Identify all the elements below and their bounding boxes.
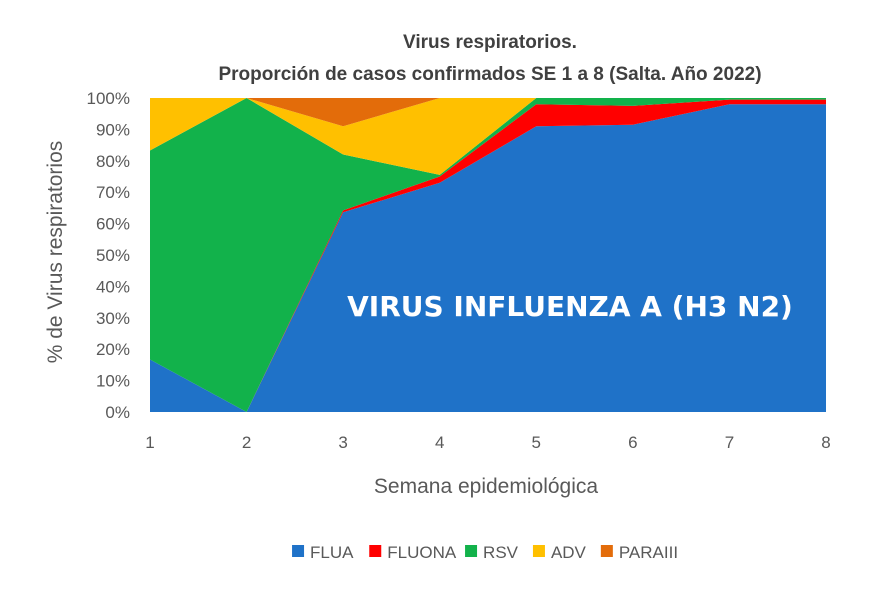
x-tick-label: 7	[725, 433, 734, 452]
plot-areas	[150, 98, 826, 412]
x-tick-label: 5	[532, 433, 541, 452]
x-tick-label: 4	[435, 433, 444, 452]
y-tick-label: 30%	[96, 309, 130, 328]
x-axis-title: Semana epidemiológica	[374, 475, 598, 498]
y-tick-label: 60%	[96, 215, 130, 234]
y-axis-title: % de Virus respiratorios	[44, 141, 67, 364]
area-rsv	[150, 98, 826, 412]
y-tick-label: 70%	[96, 183, 130, 202]
y-tick-label: 100%	[87, 89, 130, 108]
y-tick-label: 90%	[96, 120, 130, 139]
legend-swatch-fluona	[369, 545, 382, 557]
y-tick-label: 20%	[96, 340, 130, 359]
legend-label-rsv: RSV	[483, 543, 519, 562]
x-tick-label: 2	[242, 433, 251, 452]
area-paraiii	[150, 98, 826, 127]
x-tick-label: 3	[338, 433, 347, 452]
area-flua	[150, 104, 826, 412]
y-axis-ticks: 0% 10% 20% 30% 40% 50% 60% 70% 80% 90% 100%	[87, 89, 130, 422]
y-tick-label: 80%	[96, 152, 130, 171]
x-tick-label: 6	[628, 433, 637, 452]
legend-label-adv: ADV	[551, 543, 587, 562]
y-tick-label: 50%	[96, 246, 130, 265]
legend-swatch-adv	[532, 545, 545, 557]
y-tick-label: 10%	[96, 372, 130, 391]
legend-swatch-paraiii	[600, 545, 613, 557]
x-tick-label: 1	[145, 433, 154, 452]
area-adv	[150, 98, 826, 175]
chart-subtitle: Proporción de casos confirmados SE 1 a 8…	[218, 64, 761, 85]
chart-title: Virus respiratorios.	[403, 32, 577, 53]
legend-label-fluona: FLUONA	[387, 543, 457, 562]
x-tick-label: 8	[821, 433, 830, 452]
y-tick-label: 40%	[96, 277, 130, 296]
legend: FLUA FLUONA RSV ADV PARAIII	[292, 543, 678, 562]
x-axis-ticks: 1 2 3 4 5 6 7 8	[145, 433, 830, 452]
legend-swatch-rsv	[465, 545, 478, 557]
chart-annotation: VIRUS INFLUENZA A (H3 N2)	[347, 290, 793, 323]
legend-label-paraiii: PARAIII	[619, 543, 678, 562]
y-tick-label: 0%	[105, 403, 130, 422]
legend-label-flua: FLUA	[310, 543, 354, 562]
legend-swatch-flua	[292, 545, 305, 557]
